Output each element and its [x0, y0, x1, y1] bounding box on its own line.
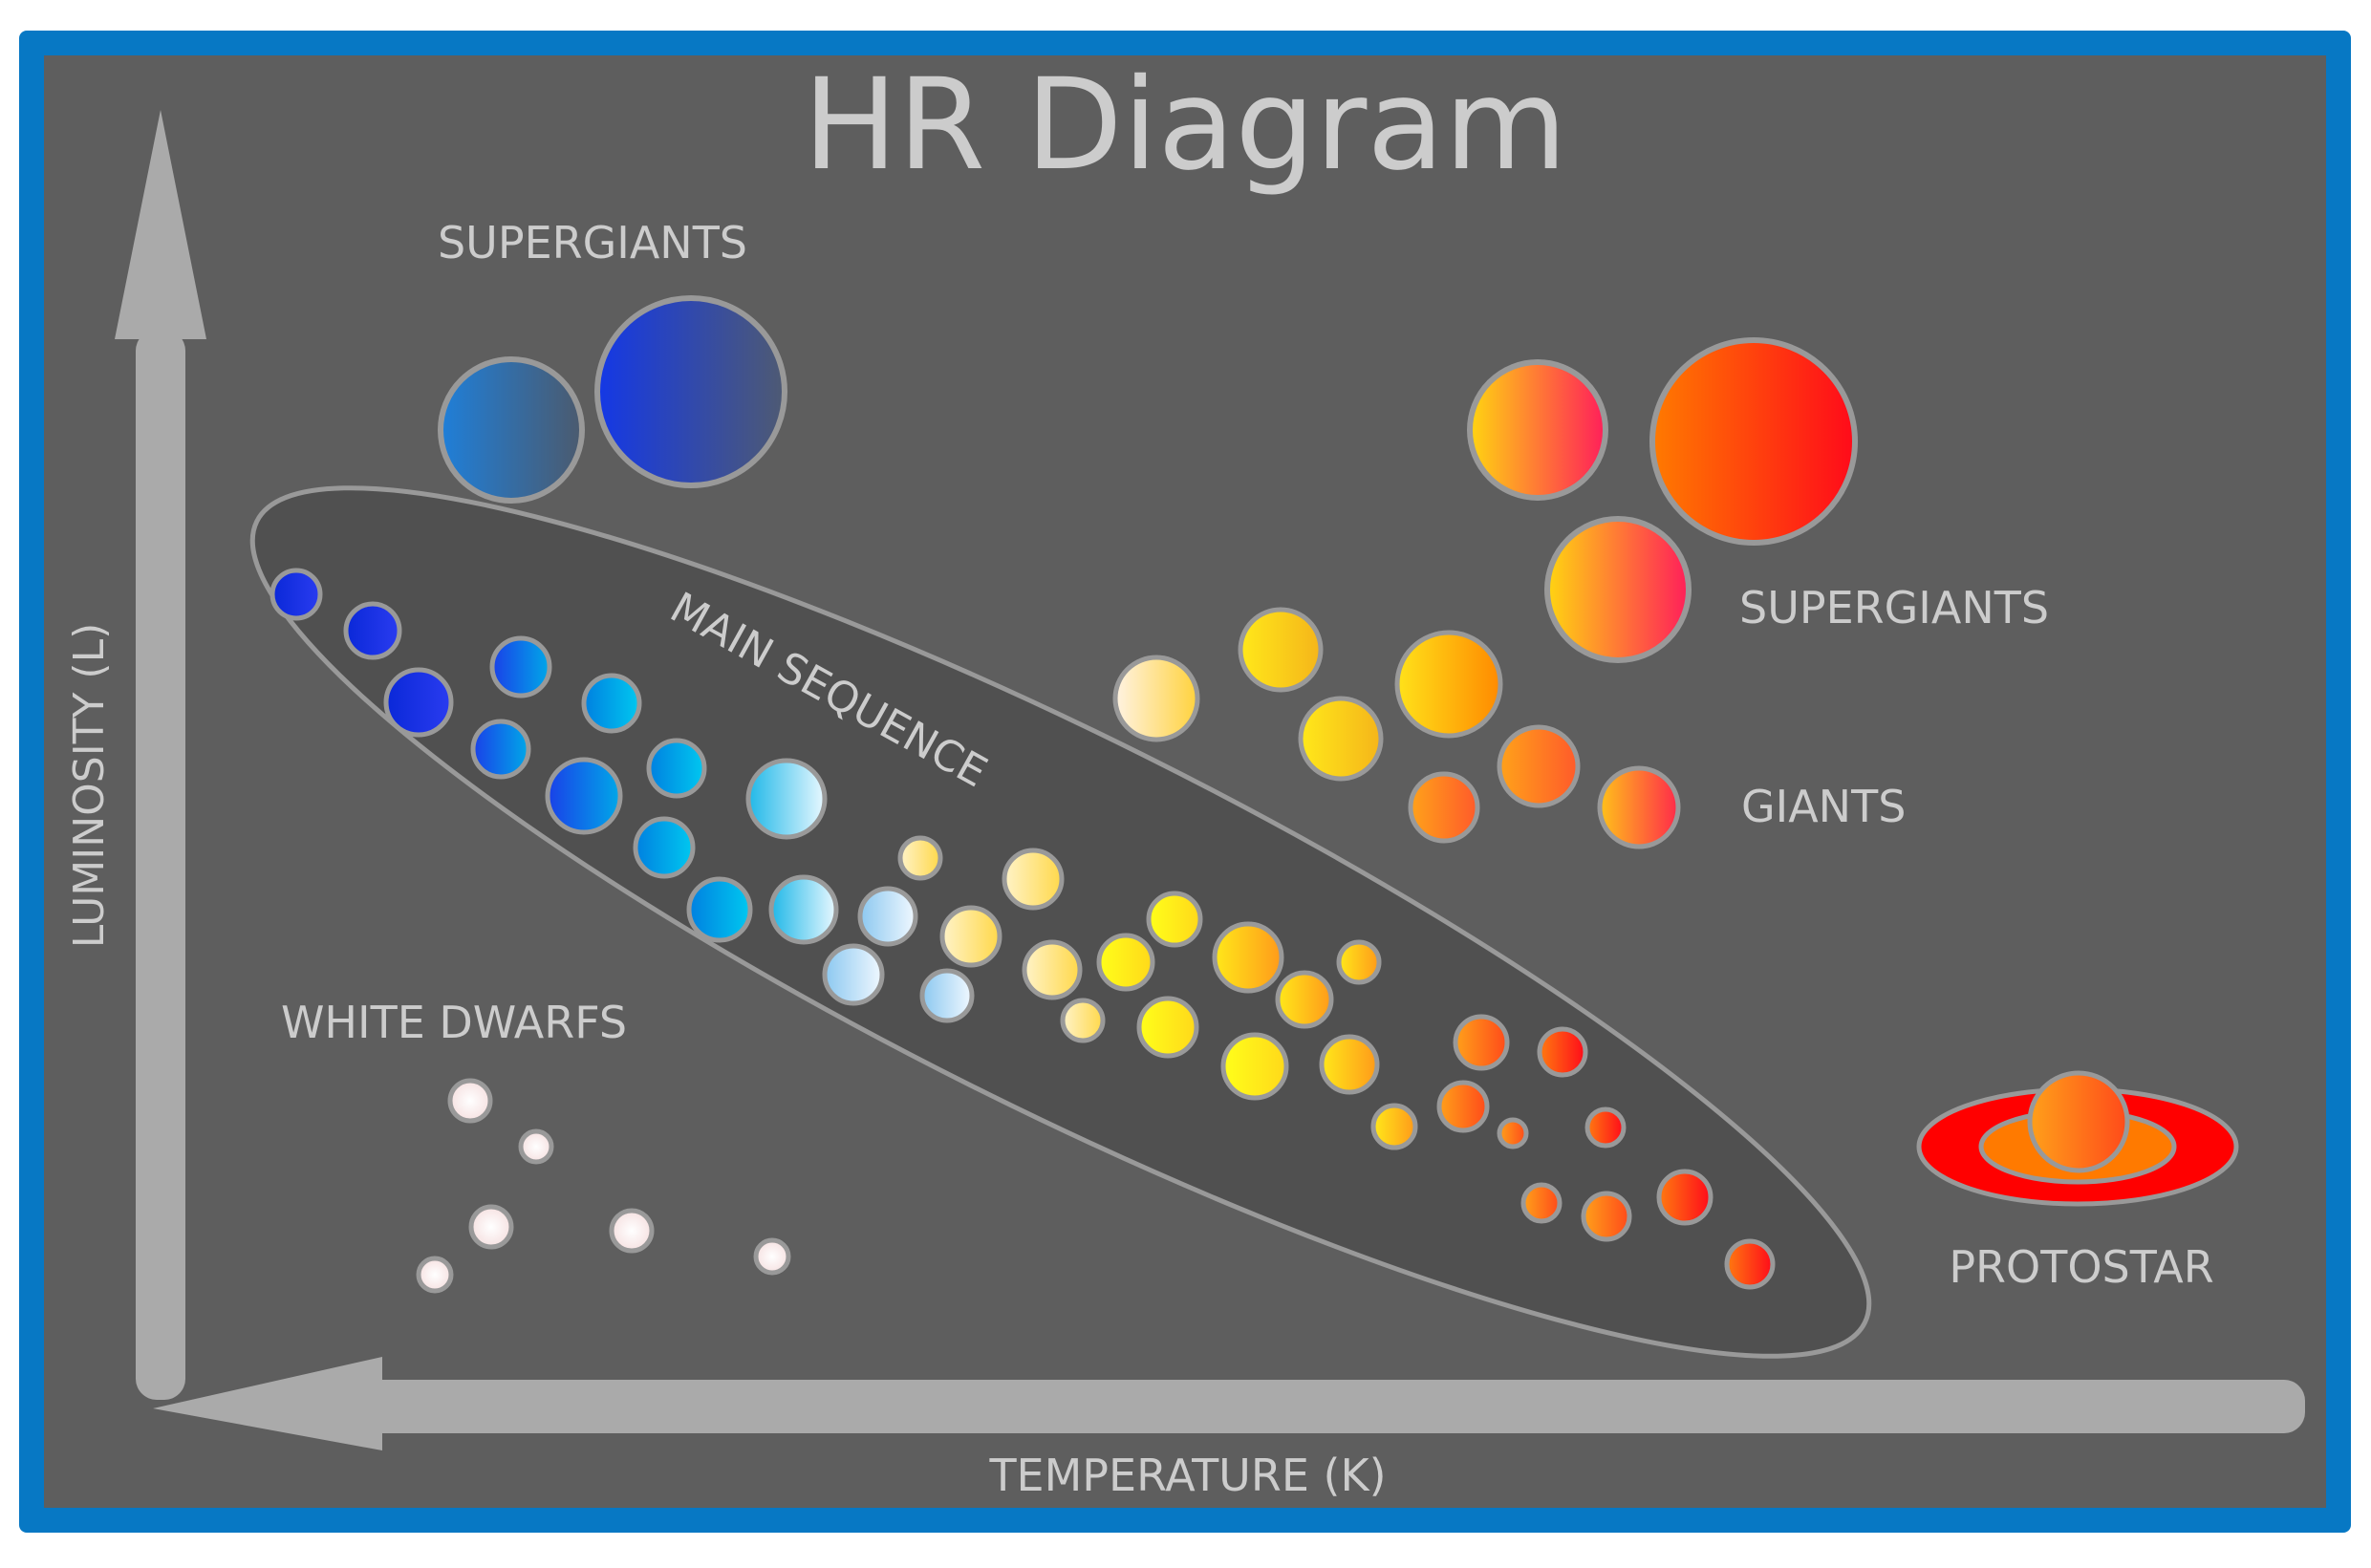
- main-sequence-star: [1136, 996, 1199, 1059]
- label-white-dwarfs: WHITE DWARFS: [281, 997, 627, 1048]
- supergiant-red-star: [1467, 359, 1608, 501]
- white-dwarfs-group: [416, 1078, 791, 1294]
- main-sequence-star: [489, 635, 552, 698]
- main-sequence-star: [1002, 848, 1065, 911]
- main-sequence-star: [1060, 998, 1106, 1043]
- main-sequence-star: [1212, 921, 1284, 994]
- main-sequence-star: [1275, 970, 1334, 1029]
- main-sequence-star: [1146, 891, 1203, 948]
- main-sequence-band: [249, 485, 1872, 1359]
- y-axis-arrow: [115, 110, 206, 1400]
- main-sequence-star: [633, 816, 696, 879]
- main-sequence-star: [581, 673, 642, 734]
- main-sequence-star: [1537, 1026, 1588, 1078]
- main-sequence-star: [939, 905, 1002, 968]
- main-sequence-star: [1319, 1034, 1380, 1095]
- label-supergiants-red: SUPERGIANTS: [1739, 582, 2049, 634]
- x-axis-arrow: [153, 1357, 2305, 1450]
- main-sequence-star: [745, 758, 828, 840]
- giant-star: [1112, 655, 1200, 742]
- white-dwarf-star: [609, 1208, 655, 1254]
- main-sequence-star: [857, 886, 918, 947]
- label-giants: GIANTS: [1741, 781, 1906, 832]
- white-dwarf-star: [468, 1204, 514, 1250]
- x-axis-label: TEMPERATURE (K): [988, 1450, 1386, 1501]
- giant-star: [1238, 607, 1324, 693]
- main-sequence-star: [343, 601, 402, 660]
- main-sequence-star: [646, 738, 707, 799]
- white-dwarf-star: [518, 1128, 554, 1165]
- main-sequence-star: [1584, 1106, 1627, 1149]
- main-sequence-star: [1724, 1238, 1776, 1290]
- main-sequence-star: [1656, 1169, 1714, 1226]
- main-sequence-star: [1497, 1117, 1529, 1149]
- main-sequence-star: [897, 835, 943, 881]
- main-sequence-star: [1370, 1103, 1418, 1150]
- main-sequence-stars: [269, 568, 1776, 1290]
- main-sequence-star: [1022, 939, 1083, 1000]
- y-axis-label: LUMINOSITY (L): [65, 623, 114, 949]
- label-supergiants-blue: SUPERGIANTS: [438, 217, 747, 268]
- main-sequence-star: [1096, 933, 1155, 992]
- main-sequence-star: [545, 757, 623, 835]
- main-sequence-star: [822, 943, 885, 1006]
- giant-star: [1408, 771, 1480, 844]
- supergiant-blue-star: [594, 295, 787, 488]
- white-dwarf-star: [447, 1078, 493, 1124]
- supergiant-blue-star: [438, 356, 585, 504]
- white-dwarf-star: [753, 1237, 791, 1276]
- main-sequence-star: [1581, 1191, 1632, 1242]
- main-sequence-star: [1220, 1032, 1289, 1101]
- protostar-star: [2027, 1070, 2130, 1173]
- page-title: HR Diagram: [803, 52, 1567, 199]
- giant-star: [1394, 630, 1503, 739]
- main-sequence-star: [1436, 1080, 1490, 1133]
- main-sequence-star: [1453, 1014, 1510, 1071]
- main-sequence-star: [686, 876, 753, 943]
- main-sequence-star: [768, 874, 839, 945]
- supergiant-red-star: [1544, 516, 1692, 663]
- main-sequence-star: [1520, 1182, 1563, 1224]
- protostar-group: [1916, 1070, 2239, 1207]
- supergiant-red-star: [1649, 337, 1858, 546]
- label-protostar: PROTOSTAR: [1949, 1241, 2213, 1293]
- main-sequence-star: [919, 968, 975, 1023]
- white-dwarf-star: [416, 1256, 454, 1294]
- main-sequence-star: [470, 719, 531, 780]
- main-sequence-star: [269, 568, 323, 621]
- giant-star: [1497, 724, 1581, 808]
- main-sequence-star: [383, 667, 454, 738]
- giants-group: [1112, 607, 1681, 849]
- giant-star: [1298, 696, 1384, 782]
- main-sequence-star: [1336, 939, 1382, 985]
- giant-star: [1597, 765, 1681, 849]
